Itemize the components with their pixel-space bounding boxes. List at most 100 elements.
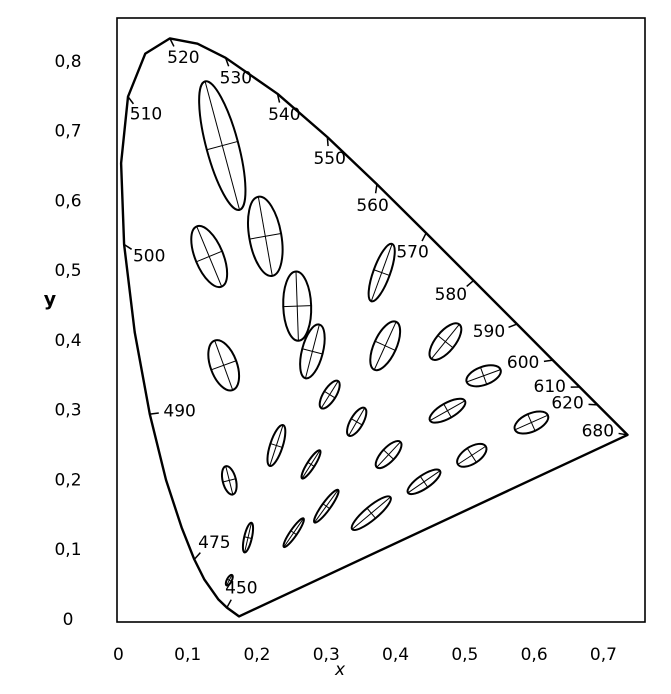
y-tick-label: 0,8: [54, 52, 81, 72]
y-tick-label: 0,5: [54, 261, 81, 281]
x-tick-label: 0,1: [174, 645, 201, 665]
wavelength-label: 450: [225, 578, 257, 598]
ellipse-group: [224, 573, 234, 587]
ellipse-minor-axis: [443, 403, 452, 418]
ellipse-minor-axis: [437, 335, 454, 349]
wavelength-label: 570: [396, 243, 428, 263]
ellipse-group: [282, 517, 305, 549]
ellipse-group: [374, 440, 403, 470]
macadam-ellipse: [282, 270, 313, 342]
x-tick-label: 0: [113, 645, 124, 665]
ellipse-minor-axis: [383, 449, 395, 460]
ellipse-group: [318, 379, 341, 410]
ellipse-minor-axis: [374, 340, 396, 351]
wavelength-tick: [149, 412, 159, 415]
wavelength-tick: [169, 38, 175, 47]
y-tick-label: 0,6: [54, 191, 81, 211]
x-tick-label: 0,3: [313, 645, 340, 665]
wavelength-tick: [127, 96, 135, 105]
wavelength-tick: [193, 552, 201, 560]
wavelength-label: 550: [313, 149, 345, 169]
ellipse-group: [299, 323, 326, 380]
macadam-ellipse: [224, 573, 234, 587]
wavelength-label: 510: [130, 104, 162, 124]
ellipse-group: [350, 495, 392, 532]
ellipse-group: [266, 423, 287, 468]
ellipse-group: [428, 397, 467, 424]
ellipse-group: [369, 320, 402, 372]
wavelength-tick: [224, 57, 230, 67]
wavelength-tick: [226, 599, 232, 608]
wavelength-tick: [276, 93, 281, 103]
wavelength-label: 520: [167, 48, 199, 68]
x-tick-label: 0,4: [382, 645, 409, 665]
ellipse-minor-axis: [222, 478, 236, 483]
ellipse-minor-axis: [302, 348, 323, 355]
wavelength-label: 490: [163, 401, 195, 421]
ellipse-group: [465, 364, 502, 388]
wavelength-tick: [508, 323, 518, 328]
ellipse-minor-axis: [206, 140, 238, 151]
x-tick-label: 0,2: [243, 645, 270, 665]
x-axis-label: x: [334, 660, 346, 680]
ellipse-minor-axis: [480, 367, 488, 385]
y-axis-label: y: [44, 289, 57, 311]
ellipse-minor-axis: [324, 390, 336, 399]
ellipse-group: [313, 488, 340, 524]
ellipse-group: [367, 242, 396, 303]
macadam-ellipse: [241, 521, 255, 554]
ellipse-minor-axis: [226, 578, 232, 582]
ellipse-minor-axis: [527, 414, 536, 431]
ellipse-group: [198, 80, 247, 211]
y-tick-label: 0,3: [54, 401, 81, 421]
wavelength-label: 590: [473, 322, 505, 342]
ellipse-group: [428, 322, 463, 361]
ellipse-group: [282, 270, 313, 342]
y-tick-label: 0,1: [54, 540, 81, 560]
wavelength-label: 620: [551, 394, 583, 414]
ellipse-minor-axis: [270, 443, 283, 448]
ellipse-minor-axis: [373, 269, 390, 276]
ellipse-group: [241, 521, 255, 554]
x-tick-label: 0,5: [451, 645, 478, 665]
plot-frame: [116, 17, 646, 623]
y-tick-label: 0: [63, 610, 74, 630]
ellipse-minor-axis: [196, 250, 223, 263]
ellipse-group: [220, 465, 238, 496]
ellipse-minor-axis: [307, 461, 315, 467]
wavelength-label: 540: [268, 105, 300, 125]
ellipse-group: [456, 442, 488, 468]
x-tick-label: 0,6: [521, 645, 548, 665]
y-tick-label: 0,4: [54, 331, 81, 351]
ellipse-group: [406, 468, 442, 496]
ellipse-group: [300, 449, 322, 480]
wavelength-tick: [326, 136, 329, 147]
wavelength-label: 580: [435, 285, 467, 305]
y-tick-label: 0,7: [54, 122, 81, 142]
ellipse-group: [247, 195, 284, 277]
ellipse-minor-axis: [290, 530, 297, 536]
wavelength-label: 610: [534, 377, 566, 397]
ellipse-minor-axis: [283, 305, 312, 308]
wavelength-label: 560: [356, 196, 388, 216]
wavelength-tick: [466, 279, 474, 287]
wavelength-tick: [374, 184, 378, 194]
wavelength-label: 475: [198, 533, 230, 553]
y-tick-label: 0,2: [54, 470, 81, 490]
wavelength-label: 680: [582, 421, 614, 441]
x-tick-label: 0,7: [590, 645, 617, 665]
wavelength-tick: [421, 232, 427, 242]
ellipse-minor-axis: [211, 360, 237, 371]
ellipse-minor-axis: [351, 418, 363, 426]
ellipse-group: [513, 410, 550, 435]
wavelength-label: 530: [220, 68, 252, 88]
ellipse-group: [190, 224, 229, 289]
wavelength-tick: [123, 243, 133, 250]
macadam-ellipse: [299, 323, 326, 380]
ellipse-minor-axis: [419, 476, 429, 488]
ellipse-minor-axis: [322, 503, 330, 510]
ellipse-minor-axis: [249, 233, 282, 240]
ellipse-minor-axis: [244, 536, 252, 539]
